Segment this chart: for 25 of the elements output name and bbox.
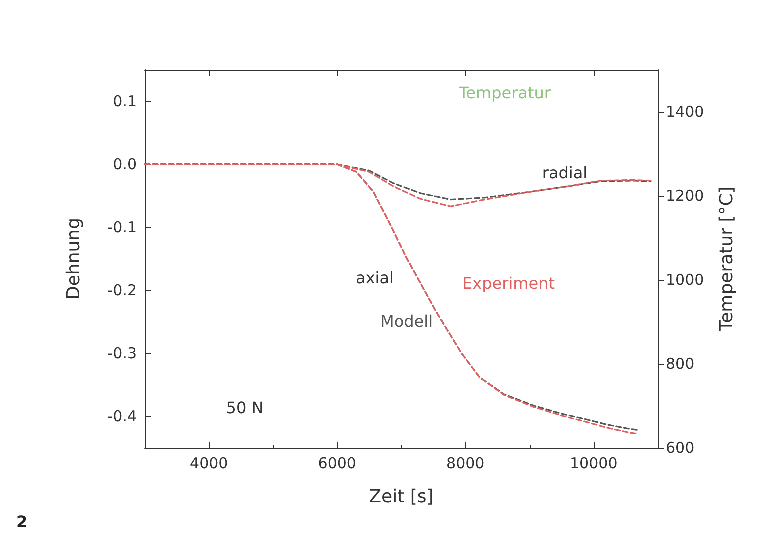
y2-tick-label: 1400 <box>666 103 704 121</box>
x-axis-title: Zeit [s] <box>369 486 434 508</box>
x-tick-label: 4000 <box>190 454 228 472</box>
annotation: radial <box>542 164 588 182</box>
y2-axis-title: Temperatur [°C] <box>716 186 738 332</box>
y2-tick-label: 800 <box>666 355 695 373</box>
y-tick-label: -0.4 <box>108 408 137 426</box>
y-tick-label: 0.1 <box>113 92 137 110</box>
x-tick-label: 8000 <box>446 454 485 472</box>
series-label: Modell <box>380 312 434 331</box>
y-tick-label: -0.3 <box>108 344 137 362</box>
annotation: axial <box>356 268 394 288</box>
x-tick-label: 10000 <box>570 454 618 472</box>
annotation: 50 N <box>226 398 264 418</box>
y-axis-title: Dehnung <box>64 218 84 300</box>
y2-tick-label: 600 <box>666 439 695 457</box>
y2-tick-label: 1000 <box>666 271 704 289</box>
y-tick-label: -0.1 <box>108 218 137 236</box>
y2-tick-label: 1200 <box>666 187 704 205</box>
annotation: Temperatur <box>458 84 552 102</box>
y-tick-label: 0.0 <box>113 156 137 174</box>
x-tick-label: 6000 <box>318 454 356 472</box>
series-label: Experiment <box>462 274 555 294</box>
y-tick-label: -0.2 <box>108 282 137 300</box>
text: 2 <box>16 512 28 532</box>
